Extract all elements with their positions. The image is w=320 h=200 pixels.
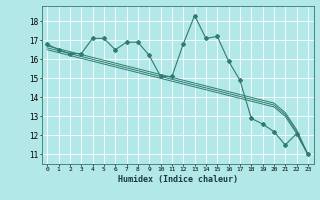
X-axis label: Humidex (Indice chaleur): Humidex (Indice chaleur) bbox=[118, 175, 237, 184]
